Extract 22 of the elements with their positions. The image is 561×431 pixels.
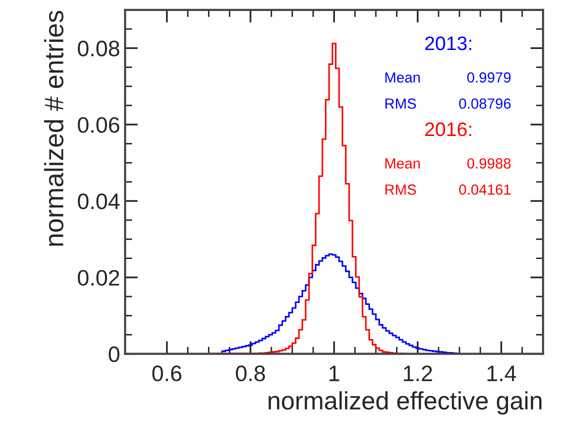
x-tick-label: 1 xyxy=(330,366,340,382)
annotation: 0.9979 xyxy=(467,72,511,83)
y-tick-label: 0.04 xyxy=(78,194,120,210)
x-tick-label: 0.8 xyxy=(236,366,265,382)
annotation: Mean xyxy=(385,72,420,83)
text: 2013: xyxy=(425,36,472,50)
annotation: Mean xyxy=(385,158,420,169)
x-tick-label: 0.6 xyxy=(152,366,182,382)
x-tick-label: 1.2 xyxy=(404,366,432,382)
annotation: 0.08796 xyxy=(459,98,511,109)
y-tick-label: 0.06 xyxy=(78,117,120,133)
annotation: 0.9988 xyxy=(467,158,511,169)
y-tick-label: 0 xyxy=(108,346,120,362)
annotation: RMS xyxy=(385,98,416,109)
y-axis-title: normalized # entries xyxy=(44,10,64,246)
annotation: RMS xyxy=(385,184,416,195)
x-tick-label: 1.4 xyxy=(488,366,516,382)
y-tick-label: 0.02 xyxy=(78,270,120,286)
text: 2016: xyxy=(425,122,472,136)
annotation: 0.04161 xyxy=(459,184,511,195)
y-tick-label: 0.08 xyxy=(78,40,120,56)
x-axis-title: normalized effective gain xyxy=(268,391,542,415)
